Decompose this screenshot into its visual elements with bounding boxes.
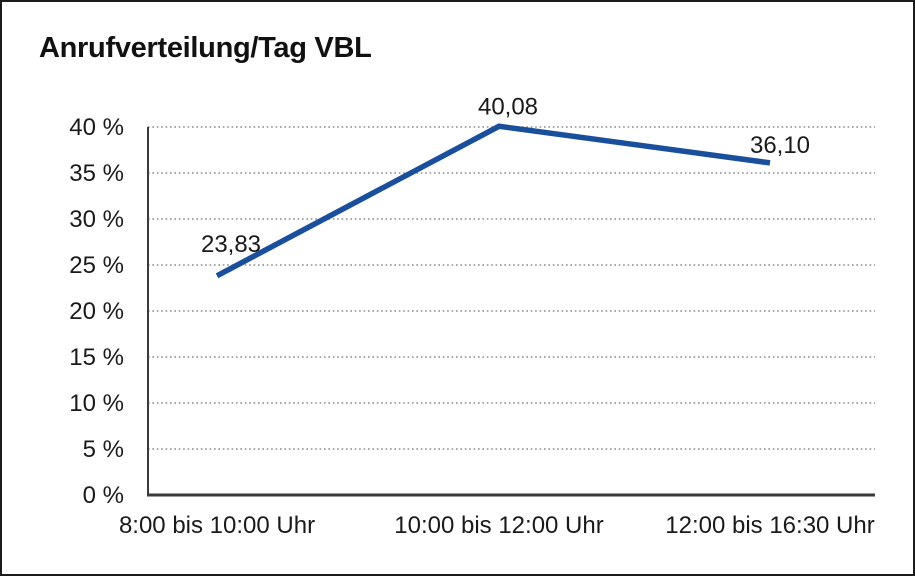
y-tick-label: 20 % — [69, 298, 124, 325]
x-tick-label: 10:00 bis 12:00 Uhr — [394, 512, 603, 539]
data-label: 36,10 — [750, 132, 810, 159]
chart-title: Anrufverteilung/Tag VBL — [39, 32, 372, 64]
data-label: 23,83 — [201, 231, 261, 258]
y-tick-label: 0 % — [83, 482, 124, 509]
y-tick-label: 25 % — [69, 252, 124, 279]
y-tick-label: 15 % — [69, 344, 124, 371]
series-line — [215, 123, 771, 279]
y-tick-label: 10 % — [69, 390, 124, 417]
y-tick-label: 35 % — [69, 160, 124, 187]
x-tick-label: 8:00 bis 10:00 Uhr — [119, 512, 315, 539]
data-label: 40,08 — [478, 93, 538, 120]
y-tick-label: 5 % — [83, 436, 124, 463]
y-tick-label: 40 % — [69, 114, 124, 141]
y-tick-label: 30 % — [69, 206, 124, 233]
x-tick-label: 12:00 bis 16:30 Uhr — [665, 512, 874, 539]
